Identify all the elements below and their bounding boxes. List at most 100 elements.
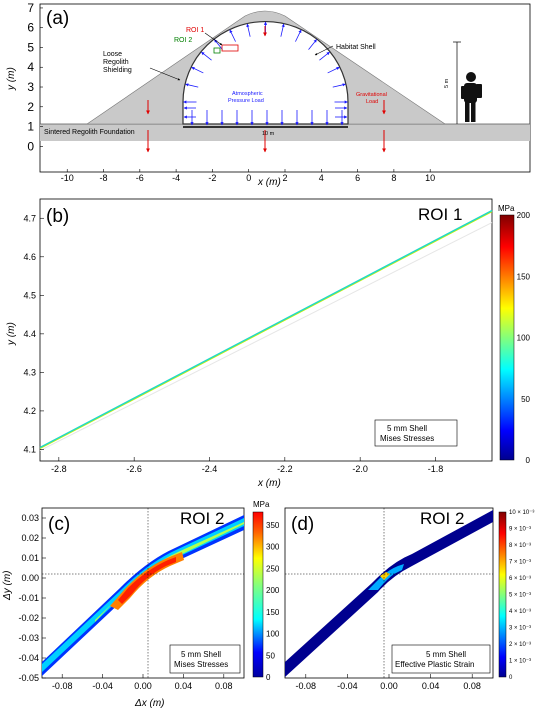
panel-d-colorbar [498, 511, 507, 678]
panel-b-title: ROI 1 [418, 205, 462, 224]
colorbar-tick-label: 0 [266, 673, 271, 682]
panel-c-title: ROI 2 [180, 509, 224, 528]
x-tick-label: 0 [246, 173, 251, 183]
foundation-band [40, 124, 530, 141]
panel-b-x-ticks: -2.8 -2.6 -2.4 -2.2 -2.0 -1.8 [51, 457, 443, 474]
panel-b-ylabel: y (m) [6, 322, 17, 346]
panel-b-legend-box [374, 419, 458, 447]
x-tick-label: -8 [100, 173, 108, 183]
panel-b-colorbar-ticks: 0 50 100 150 200 [517, 211, 531, 465]
panel-a-xlabel: x (m) [257, 177, 281, 188]
x-tick-label: 0.08 [215, 681, 233, 691]
x-tick-label: -1.8 [428, 464, 444, 474]
y-tick-label: -0.01 [18, 593, 39, 603]
panel-c: -0.08 -0.04 0.00 0.04 0.08 0.030.020.010.00-… [2, 500, 280, 709]
y-tick-label: 4.6 [23, 252, 36, 262]
reference-line [39, 222, 493, 451]
y-tick-label: 4.7 [23, 213, 36, 223]
x-tick-label: 0.08 [463, 681, 481, 691]
roi2-box [213, 47, 221, 54]
panel-a-label: (a) [46, 8, 69, 29]
pressure-arrow [229, 29, 236, 42]
x-tick-label: 6 [355, 173, 360, 183]
panel-d-x-ticks: -0.08 -0.04 0.00 0.04 0.08 [296, 674, 481, 691]
panel-d-legend-1: 5 mm Shell [426, 650, 466, 659]
panel-d-colorbar-ticks: 0 1 × 10⁻³ 2 × 10⁻³ 3 × 10⁻³ 4 × 10⁻³ 5 × 10⁻… [509, 510, 534, 681]
x-tick-label: -0.04 [337, 681, 358, 691]
colorbar-tick-label: 100 [266, 630, 280, 639]
y-tick-label: 4.3 [23, 367, 36, 377]
pressure-arrows [183, 21, 348, 126]
pressure-arrow [246, 23, 251, 37]
colorbar-tick-label: 1 × 10⁻³ [509, 659, 531, 665]
panel-c-xlabel: Δx (m) [134, 698, 164, 709]
panel-a-x-ticks: -10 -8 -6 -4 -2 0 2 4 6 8 10 [61, 169, 435, 183]
colorbar-tick-label: 100 [517, 334, 531, 343]
pressure-arrow [191, 66, 204, 74]
y-tick-label: 1 [27, 120, 34, 134]
atm-label-2: Pressure Load [228, 98, 264, 104]
atm-label-1: Atmospheric [232, 91, 263, 97]
colorbar-tick-label: 5 × 10⁻³ [509, 593, 531, 599]
pressure-arrow [201, 51, 212, 61]
panel-b-xlabel: x (m) [257, 478, 281, 489]
colorbar-tick-label: 300 [266, 543, 280, 552]
panel-c-legend-2: Mises Stresses [174, 660, 228, 669]
colorbar-tick-label: 350 [266, 521, 280, 530]
y-tick-label: 4.4 [23, 329, 36, 339]
x-tick-label: -2.6 [126, 464, 142, 474]
band-navy [285, 510, 493, 677]
y-tick-label: 0.03 [21, 513, 39, 523]
x-tick-label: 0.00 [380, 681, 398, 691]
y-tick-label: 0 [27, 139, 34, 153]
colorbar-tick-label: 4 × 10⁻³ [509, 609, 531, 615]
colorbar-tick-label: 6 × 10⁻³ [509, 576, 531, 582]
pressure-arrow [327, 66, 340, 74]
y-tick-label: 0.01 [21, 553, 39, 563]
scale-5m-label: 5 m [444, 78, 450, 88]
panel-d-title: ROI 2 [420, 509, 464, 528]
x-tick-label: 0.04 [175, 681, 193, 691]
shell-line [39, 209, 493, 449]
foundation-label: Sintered Regolith Foundation [44, 129, 135, 136]
colorbar-tick-label: 0 [509, 675, 513, 681]
panel-a-y-ticks: 0 1 2 3 4 5 6 7 [27, 1, 43, 153]
x-tick-label: 0.00 [134, 681, 152, 691]
x-tick-label: -2.0 [352, 464, 368, 474]
gravity-arrows [146, 26, 386, 153]
pressure-arrow [332, 83, 346, 88]
y-tick-label: 0.00 [21, 573, 39, 583]
panel-c-x-ticks: -0.08 -0.04 0.00 0.04 0.08 [52, 674, 233, 691]
x-tick-label: -0.08 [296, 681, 317, 691]
pressure-arrow [319, 51, 330, 61]
x-tick-label: 2 [282, 173, 287, 183]
panel-c-cb-unit: MPa [253, 500, 270, 509]
y-tick-label: 4.1 [23, 444, 36, 454]
x-tick-label: -2 [208, 173, 216, 183]
y-tick-label: 7 [27, 1, 34, 15]
loose-label-3: Shielding [103, 67, 132, 74]
loose-label-2: Regolith [103, 59, 129, 66]
colorbar-tick-label: 150 [517, 272, 531, 281]
roi1-label: ROI 1 [186, 27, 204, 34]
panel-b-y-ticks: 4.1 4.2 4.3 4.4 4.5 4.6 4.7 [23, 213, 44, 454]
y-tick-label: 0.02 [21, 533, 39, 543]
panel-c-ylabel: Δy (m) [2, 571, 13, 601]
panel-c-colorbar [252, 511, 264, 678]
pressure-arrow [185, 83, 199, 88]
pressure-arrow [308, 39, 317, 50]
colorbar-tick-label: 50 [266, 651, 275, 660]
y-tick-label: 6 [27, 21, 34, 35]
y-tick-label: -0.03 [18, 633, 39, 643]
x-tick-label: 10 [425, 173, 435, 183]
panel-d-label: (d) [291, 514, 314, 535]
y-tick-label: -0.05 [18, 673, 39, 683]
colorbar-tick-label: 2 × 10⁻³ [509, 642, 531, 648]
x-tick-label: 4 [319, 173, 324, 183]
panel-a: ROI 1 ROI 2 Loose Regolith Shielding Hab… [6, 1, 531, 188]
habitat-label: Habitat Shell [336, 44, 376, 51]
colorbar-tick-label: 10 × 10⁻³ [509, 510, 534, 516]
roi2-label: ROI 2 [174, 37, 192, 44]
panel-c-colorbar-ticks: 0 50 100 150 200 250 300 350 [266, 521, 280, 682]
